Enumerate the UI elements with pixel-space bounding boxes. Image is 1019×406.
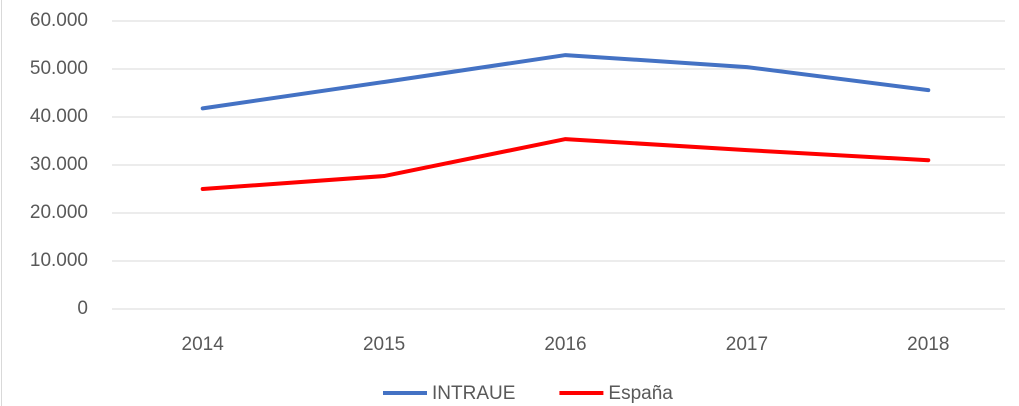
legend-label: España	[608, 383, 673, 404]
y-tick-label: 40.000	[30, 106, 88, 127]
x-tick-label: 2015	[363, 334, 405, 355]
y-tick-label: 50.000	[30, 58, 88, 79]
line-series	[200, 137, 931, 191]
line-series	[200, 53, 931, 111]
y-tick-label: 60.000	[30, 10, 88, 31]
y-tick-label: 0	[77, 298, 88, 319]
legend-label: INTRAUE	[432, 383, 515, 404]
x-tick-label: 2017	[726, 334, 768, 355]
x-tick-label: 2016	[544, 334, 586, 355]
y-tick-label: 10.000	[30, 250, 88, 271]
x-tick-label: 2018	[907, 334, 949, 355]
y-tick-label: 30.000	[30, 154, 88, 175]
y-tick-label: 20.000	[30, 202, 88, 223]
x-tick-label: 2014	[182, 334, 225, 355]
